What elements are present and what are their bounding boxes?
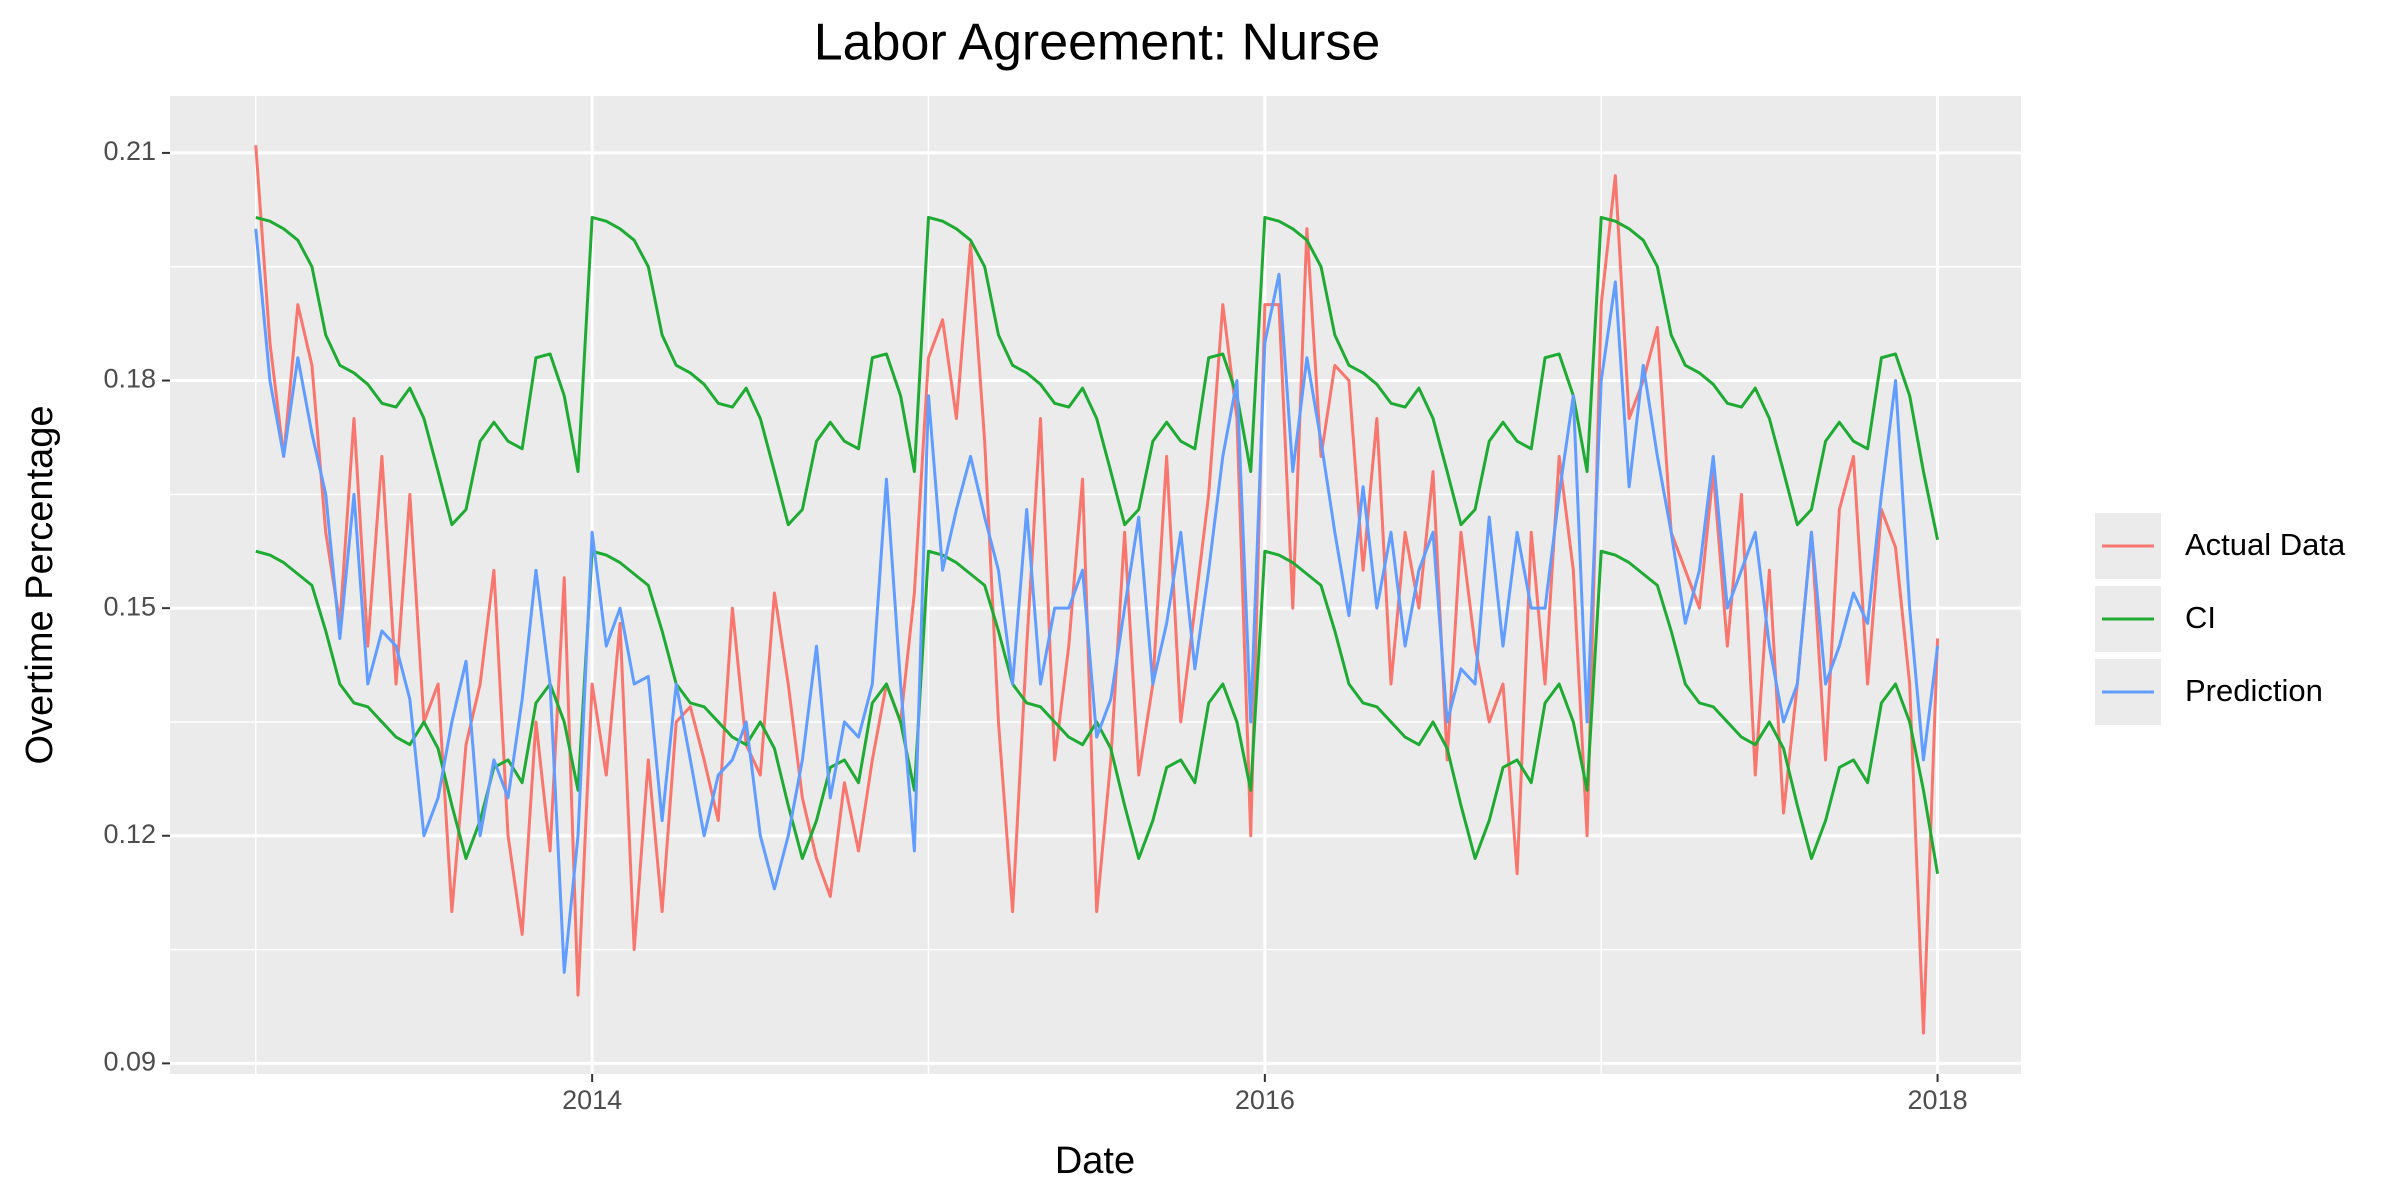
legend-label: CI — [2185, 600, 2216, 635]
series-line — [254, 145, 1940, 1035]
y-tick-label: 0.09 — [103, 1047, 156, 1077]
x-tick-label: 2018 — [1908, 1085, 1968, 1115]
legend-label: Prediction — [2185, 673, 2323, 708]
x-tick-label: 2016 — [1235, 1085, 1295, 1115]
y-tick-label: 0.18 — [103, 364, 156, 394]
y-tick-label: 0.15 — [103, 591, 156, 621]
series-line — [254, 228, 1940, 974]
series-line — [255, 215, 1940, 541]
x-tick-label: 2014 — [562, 1085, 622, 1115]
y-tick-label: 0.21 — [103, 136, 156, 166]
y-tick-label: 0.12 — [103, 819, 156, 849]
y-axis-title: Overtime Percentage — [19, 405, 61, 764]
legend-label: Actual Data — [2185, 527, 2346, 562]
x-axis-title: Date — [1055, 1140, 1135, 1182]
chart-title: Labor Agreement: Nurse — [814, 14, 1381, 72]
plot-panel — [170, 96, 2021, 1074]
